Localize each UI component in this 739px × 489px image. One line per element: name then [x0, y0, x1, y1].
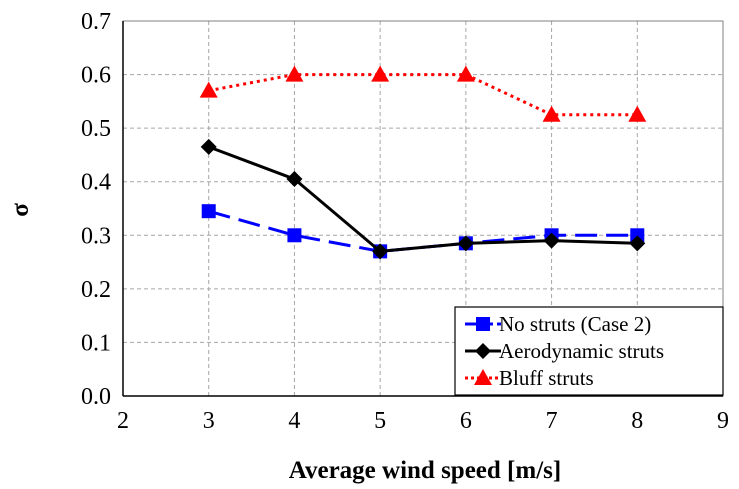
data-point	[457, 235, 474, 252]
x-tick-label: 9	[717, 408, 729, 434]
legend-label: Aerodynamic struts	[499, 339, 664, 363]
legend-marker	[475, 343, 491, 359]
y-tick-label: 0.2	[81, 277, 111, 303]
y-tick-label: 0.7	[81, 9, 111, 35]
data-point	[286, 171, 303, 188]
data-point	[201, 204, 216, 219]
x-tick-label: 3	[203, 408, 215, 434]
data-point	[543, 232, 560, 249]
data-point	[285, 65, 304, 82]
series-2	[200, 138, 646, 260]
series-3	[199, 65, 647, 122]
data-point	[629, 235, 646, 252]
data-point	[456, 65, 475, 82]
series-line	[208, 73, 638, 117]
data-point	[630, 228, 645, 243]
x-tick-label: 4	[288, 408, 300, 434]
data-point	[628, 105, 647, 122]
y-tick-label: 0.6	[81, 63, 111, 89]
legend-marker	[476, 317, 490, 331]
data-point	[542, 105, 561, 122]
data-point	[372, 243, 389, 260]
series-line	[208, 209, 638, 253]
y-tick-label: 0.1	[81, 330, 111, 356]
y-tick-label: 0.0	[81, 384, 111, 410]
data-point	[371, 65, 390, 82]
series-1	[201, 204, 645, 259]
data-point	[200, 138, 217, 155]
y-axis-title: σ	[7, 203, 34, 217]
legend-label: Bluff struts	[499, 366, 594, 390]
series-layer	[199, 65, 647, 260]
legend-label: No struts (Case 2)	[499, 312, 651, 336]
x-tick-label: 8	[631, 408, 643, 434]
plot-frame	[122, 20, 724, 397]
legend-marker	[474, 369, 492, 385]
legend: No struts (Case 2) Aerodynamic struts Bluf…	[454, 306, 724, 396]
data-point	[287, 228, 302, 243]
x-tick-label: 2	[117, 408, 129, 434]
x-axis-title: Average wind speed [m/s]	[289, 457, 561, 484]
x-tick-labels: 2 3 4 5 6 7 8 9	[117, 408, 729, 434]
y-tick-label: 0.4	[81, 170, 111, 196]
x-tick-label: 7	[546, 408, 558, 434]
series-line	[208, 145, 638, 253]
y-tick-label: 0.3	[81, 223, 111, 249]
y-tick-label: 0.5	[81, 116, 111, 142]
x-tick-label: 5	[374, 408, 386, 434]
y-tick-labels: 0.0 0.1 0.2 0.3 0.4 0.5 0.6 0.7	[81, 9, 111, 410]
x-tick-label: 6	[460, 408, 472, 434]
data-point	[199, 81, 218, 98]
